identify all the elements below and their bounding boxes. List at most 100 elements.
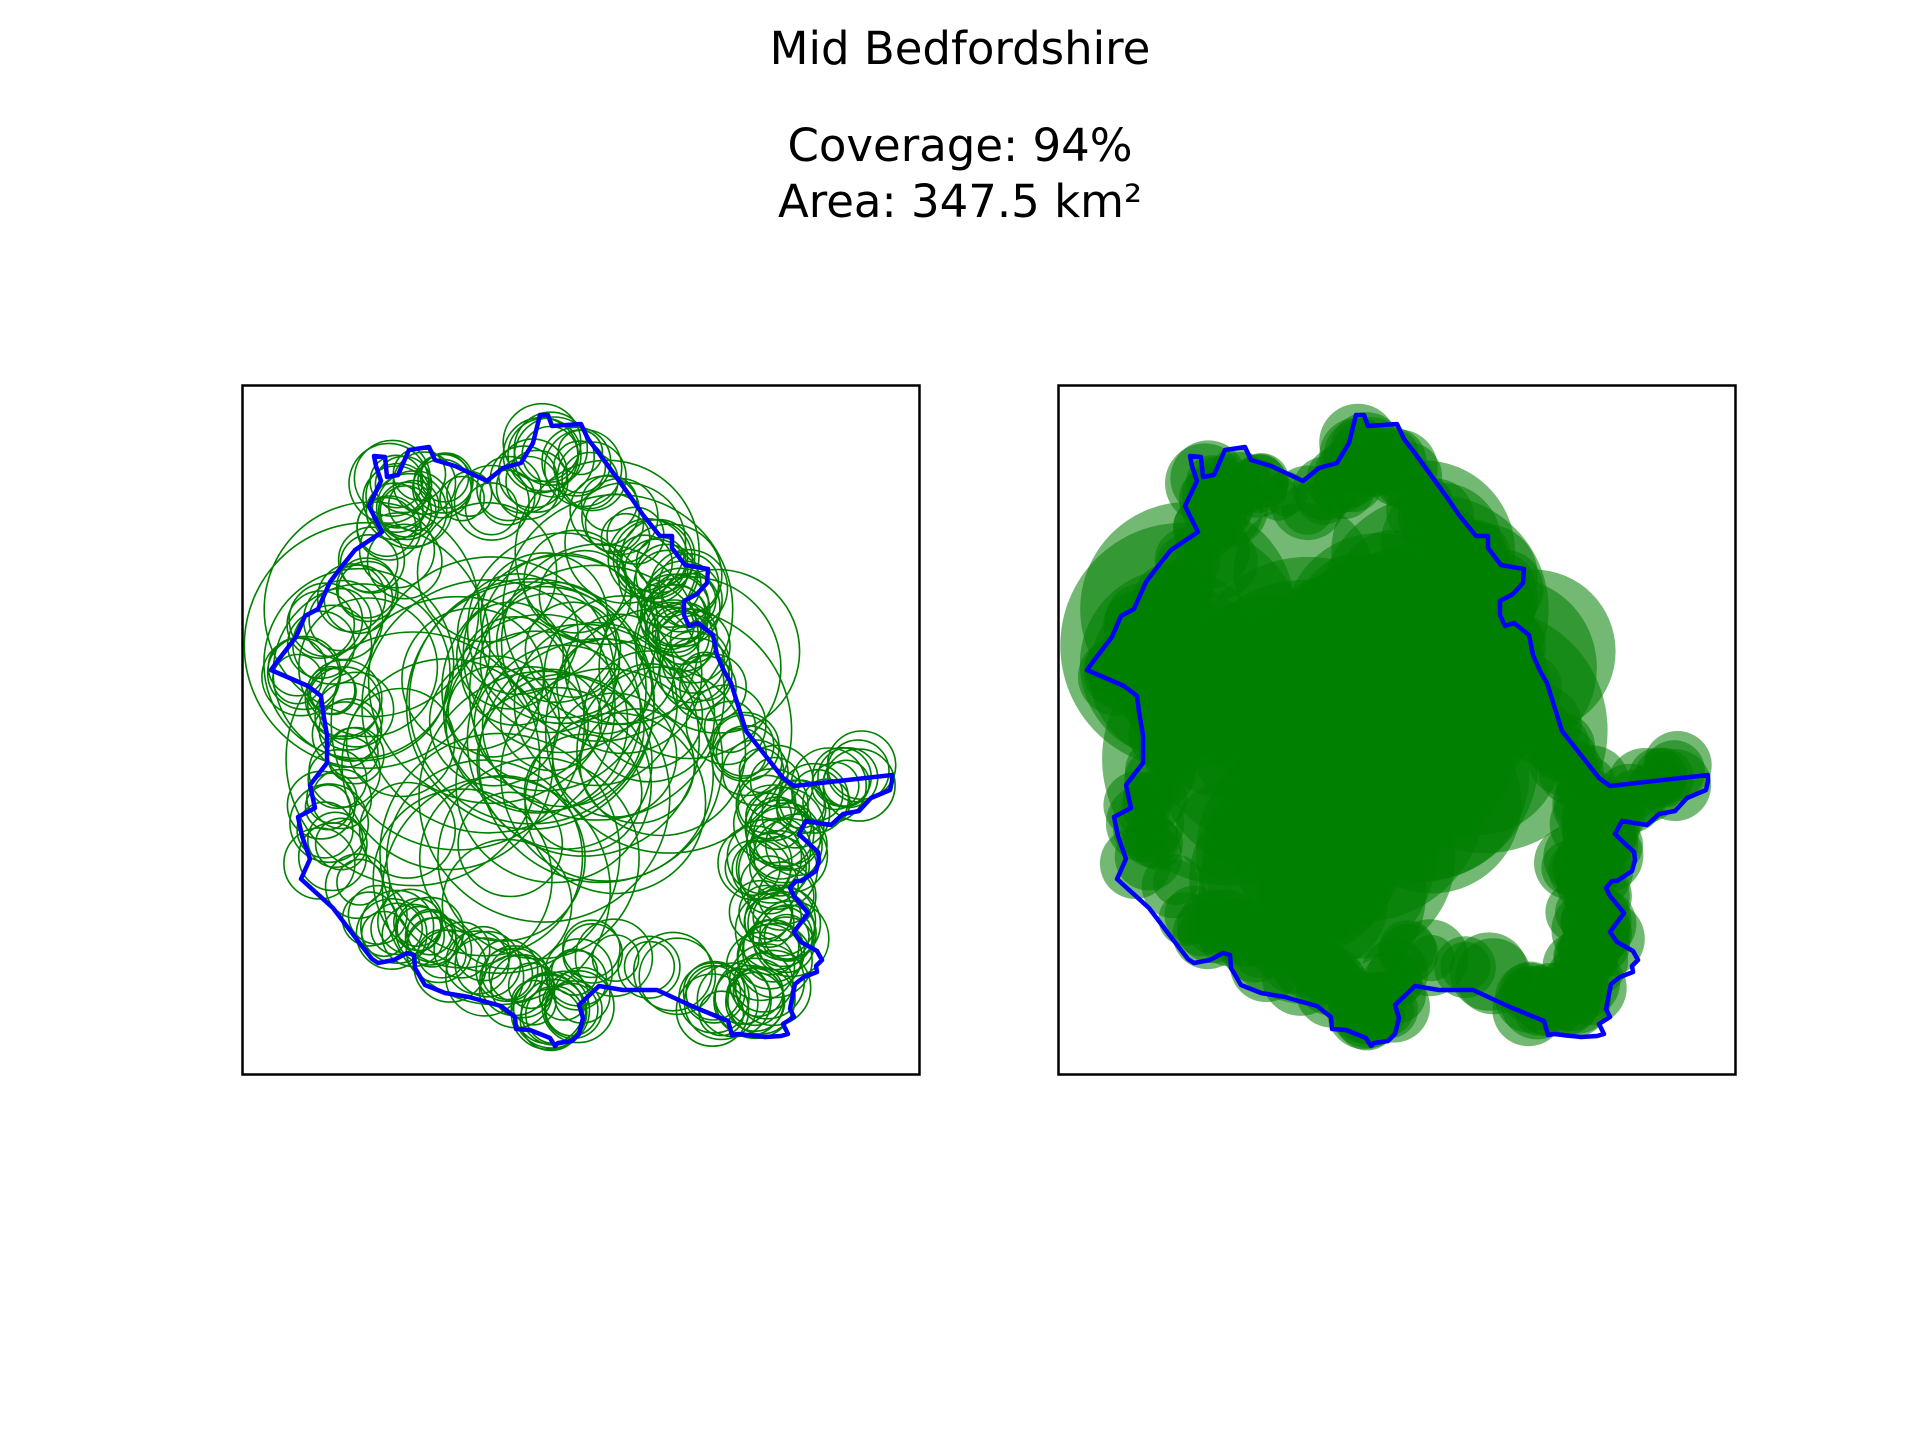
coverage-circle [316, 563, 387, 633]
panel-frame [241, 384, 921, 1076]
coverage-circle [747, 861, 817, 931]
area-text: Area: 347.5 km² [777, 175, 1143, 228]
coverage-circle [574, 918, 654, 998]
coverage-circle [510, 979, 557, 1026]
coverage-circle [743, 896, 795, 949]
coverage-circle [412, 453, 473, 514]
coverage-circle [370, 902, 424, 956]
panel-frame [1057, 384, 1737, 1076]
figure-title: Mid Bedfordshire [769, 22, 1151, 75]
coverage-circle [306, 772, 358, 824]
coverage-circle [524, 712, 707, 895]
figure-subtitle: Coverage: 94% Area: 347.5 km² [0, 118, 1920, 230]
coverage-circle [365, 482, 424, 541]
coverage-circle [742, 918, 800, 976]
coverage-circle [314, 817, 368, 871]
filled-coverage-map [1057, 384, 1737, 1076]
coverage-circle [479, 552, 609, 681]
coverage-circle [524, 601, 622, 699]
coverage-circle [289, 783, 370, 864]
coverage-disc [1296, 552, 1424, 680]
coverage-circle [583, 650, 716, 783]
coverage-circle [358, 512, 436, 589]
coverage-circle [748, 835, 810, 897]
coverage-circle [361, 579, 616, 834]
coverage-circle [499, 667, 714, 882]
coverage-circle [307, 811, 364, 869]
coverage-circle [345, 687, 456, 798]
coverage-circle [671, 654, 737, 721]
coverage-circle [500, 543, 700, 743]
coverage-circle [513, 621, 678, 787]
coverage-circle [457, 791, 564, 898]
coverage-circle [728, 943, 806, 1020]
coverage-circle [714, 968, 771, 1025]
coverage-text: Coverage: 94% [787, 119, 1133, 172]
coverage-circle [752, 891, 803, 942]
coverage-circle [362, 465, 430, 533]
coverage-circle [623, 940, 676, 993]
coverage-circle [441, 585, 647, 792]
coverage-circle [339, 533, 399, 593]
panel-filled-coverage [1057, 384, 1737, 1076]
coverage-circle [476, 673, 653, 851]
coverage-circle [379, 485, 433, 538]
coverage-circle [418, 774, 586, 942]
coverage-circle [735, 768, 809, 842]
coverage-circle [513, 416, 596, 498]
coverage-circle [523, 733, 643, 853]
coverage-circle [377, 481, 437, 541]
coverage-circle [437, 756, 640, 960]
coverage-circle [514, 459, 701, 646]
coverage-circle [416, 501, 558, 643]
coverage-circle [698, 990, 745, 1037]
coverage-circle [724, 839, 781, 897]
coverage-circle [307, 748, 368, 809]
coverage-circle [735, 832, 807, 904]
coverage-circle [553, 440, 607, 494]
coverage-circle [243, 521, 491, 770]
coverage-circle [285, 631, 541, 887]
coverage-circle [521, 425, 579, 483]
coverage-circle [341, 891, 398, 947]
coverage-circle [481, 948, 534, 1001]
district-boundary [1084, 412, 1711, 1049]
coverage-circle [439, 475, 486, 522]
coverage-circle [297, 597, 439, 738]
district-boundary [268, 412, 895, 1049]
coverage-circle [445, 630, 629, 814]
coverage-circle [385, 759, 584, 957]
coverage-circle [598, 576, 782, 760]
coverage-circle [763, 913, 810, 960]
coverage-circle [324, 853, 391, 920]
coverage-circle [372, 788, 553, 969]
coverage-disc [1381, 482, 1502, 604]
coverage-circle [564, 481, 687, 605]
coverage-fill [1060, 403, 1712, 1051]
coverage-circle [479, 592, 621, 734]
coverage-circle [561, 919, 621, 979]
coverage-circle [348, 442, 430, 525]
coverage-circle [418, 670, 671, 923]
coverage-circle [365, 462, 432, 529]
coverage-circle [366, 523, 443, 600]
coverage-circle [635, 568, 801, 734]
coverage-circle [455, 601, 565, 710]
panel-circle-outlines [241, 384, 921, 1076]
coverage-circle [580, 474, 638, 532]
coverage-circle [379, 732, 621, 974]
coverage-circle [538, 549, 632, 643]
coverage-circle [309, 667, 357, 716]
coverage-circle [499, 668, 603, 772]
coverage-circle [739, 855, 800, 915]
coverage-circle [682, 960, 746, 1024]
coverage-circles [243, 402, 897, 1052]
coverage-disc [1202, 760, 1399, 956]
coverage-circle [623, 538, 689, 603]
coverage-circle [358, 781, 456, 879]
circle-outline-map [241, 384, 921, 1076]
coverage-circle [356, 495, 422, 561]
coverage-circle [638, 937, 717, 1016]
coverage-circle [747, 886, 822, 961]
